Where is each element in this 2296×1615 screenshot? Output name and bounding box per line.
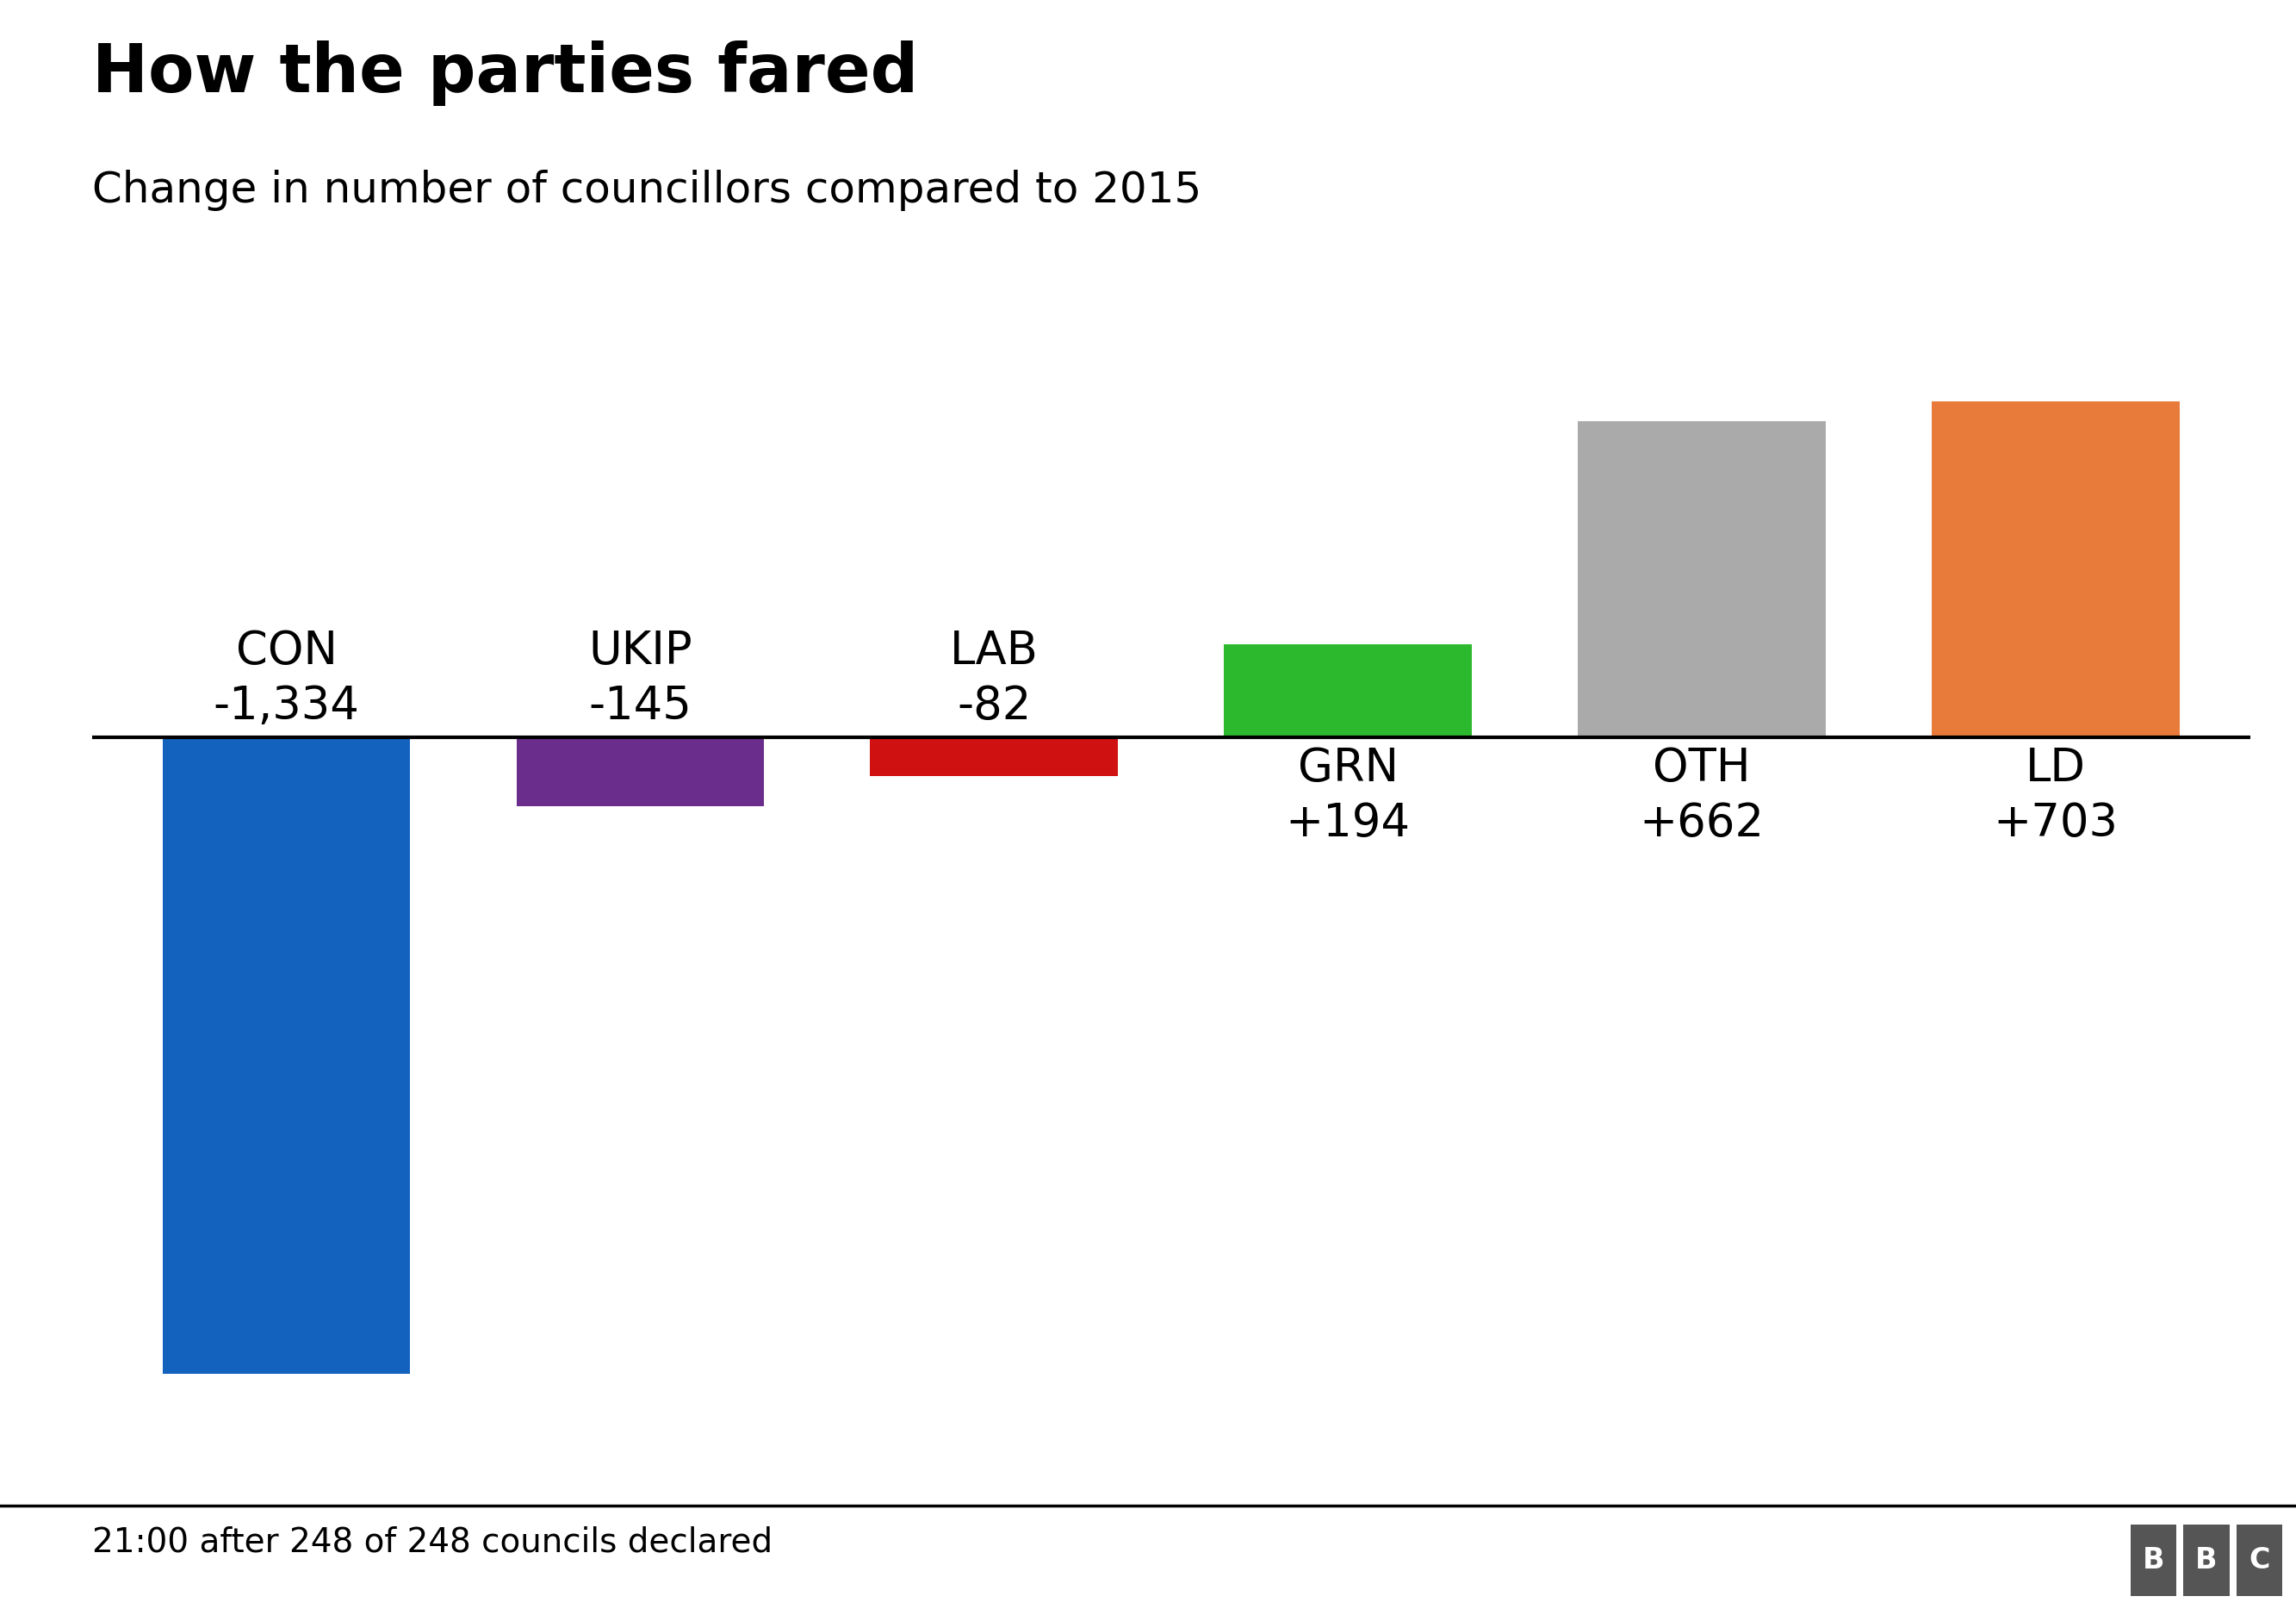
Bar xyxy=(1577,422,1825,738)
Bar xyxy=(1931,402,2179,738)
Text: How the parties fared: How the parties fared xyxy=(92,40,918,107)
Text: GRN
+194: GRN +194 xyxy=(1286,746,1410,846)
Bar xyxy=(517,738,765,806)
Text: UKIP
-145: UKIP -145 xyxy=(588,628,691,728)
Bar xyxy=(870,738,1118,777)
Text: Change in number of councillors compared to 2015: Change in number of councillors compared… xyxy=(92,170,1201,212)
Text: CON
-1,334: CON -1,334 xyxy=(214,628,360,728)
Text: C: C xyxy=(2248,1546,2271,1575)
Text: LD
+703: LD +703 xyxy=(1993,746,2117,846)
Bar xyxy=(1224,644,1472,738)
Text: LAB
-82: LAB -82 xyxy=(951,628,1038,728)
Bar xyxy=(163,738,411,1374)
Text: 21:00 after 248 of 248 councils declared: 21:00 after 248 of 248 councils declared xyxy=(92,1526,771,1558)
Text: B: B xyxy=(2142,1546,2165,1575)
Text: B: B xyxy=(2195,1546,2218,1575)
Text: OTH
+662: OTH +662 xyxy=(1639,746,1763,846)
